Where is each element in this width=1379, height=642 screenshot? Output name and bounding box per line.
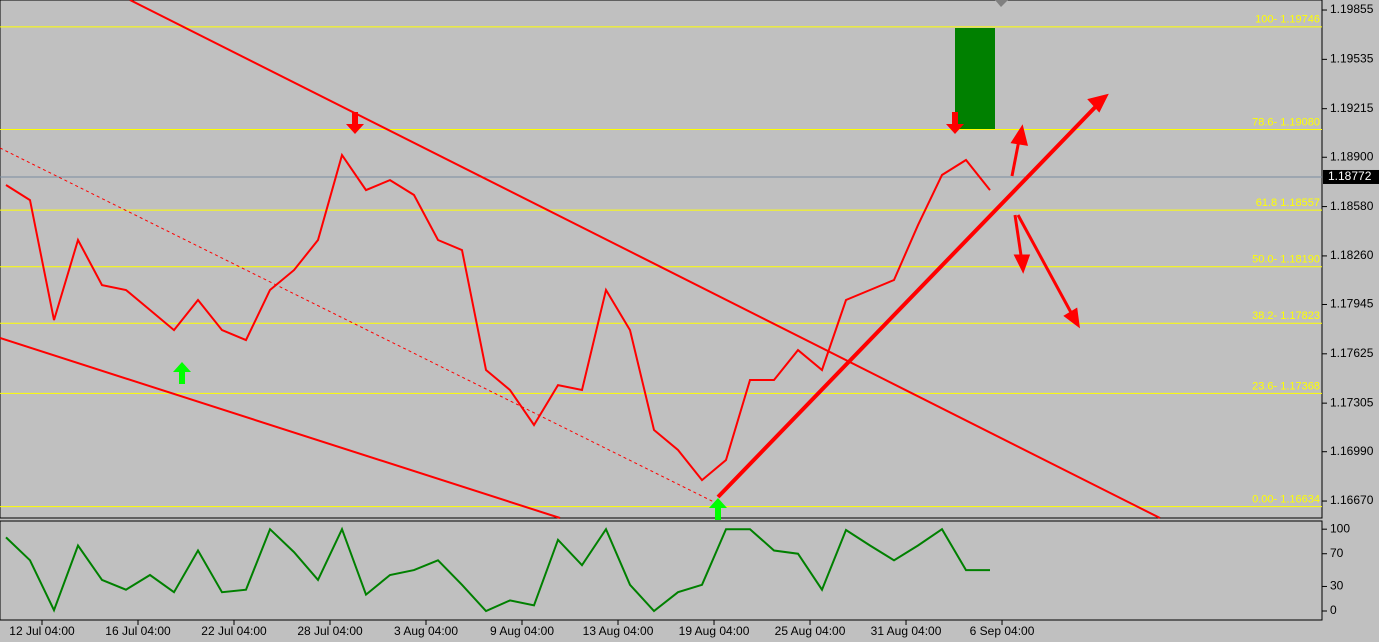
x-tick-label: 12 Jul 04:00 bbox=[9, 624, 75, 638]
channel-lower bbox=[0, 337, 561, 519]
y-tick-label: 1.17945 bbox=[1330, 297, 1374, 311]
main-panel bbox=[0, 0, 1323, 519]
fib-label: 61.8 1.18557 bbox=[1256, 197, 1320, 209]
y-tick-label: 30 bbox=[1330, 579, 1344, 593]
signal-arrows bbox=[173, 112, 964, 520]
y-tick-label: 1.18900 bbox=[1330, 149, 1374, 163]
current-price-box bbox=[1323, 169, 1379, 184]
y-tick-label: 1.17305 bbox=[1330, 395, 1374, 409]
fib-label: 100- 1.19746 bbox=[1255, 14, 1320, 26]
fib-label: 0.00- 1.16634 bbox=[1252, 493, 1320, 505]
series-line bbox=[5, 526, 990, 613]
fib-label: 38.2- 1.17823 bbox=[1252, 310, 1320, 322]
y-tick-label: 0 bbox=[1330, 603, 1337, 617]
channel-mid bbox=[0, 147, 721, 506]
x-tick-label: 16 Jul 04:00 bbox=[105, 624, 171, 638]
x-tick-label: 25 Aug 04:00 bbox=[775, 624, 846, 638]
x-tick-label: 31 Aug 04:00 bbox=[871, 624, 942, 638]
x-tick-label: 9 Aug 04:00 bbox=[490, 624, 554, 638]
current-price-label: 1.18772 bbox=[1328, 169, 1372, 183]
y-tick-label: 1.16670 bbox=[1330, 493, 1374, 507]
x-tick-label: 28 Jul 04:00 bbox=[297, 624, 363, 638]
x-tick-label: 3 Aug 04:00 bbox=[394, 624, 458, 638]
y-tick-label: 1.19855 bbox=[1330, 2, 1374, 16]
marker bbox=[995, 0, 1008, 7]
fib-label: 50.0- 1.18190 bbox=[1252, 254, 1320, 266]
projection-arrows bbox=[1010, 93, 1109, 329]
y-tick-label: 1.18580 bbox=[1330, 199, 1374, 213]
y-tick-label: 1.19535 bbox=[1330, 52, 1374, 66]
oscillator-panel bbox=[0, 520, 1323, 621]
y-tick-label: 100 bbox=[1330, 521, 1350, 535]
y-tick-label: 1.18260 bbox=[1330, 248, 1374, 262]
series-line bbox=[5, 152, 991, 482]
x-tick-label: 19 Aug 04:00 bbox=[679, 624, 750, 638]
trend-line bbox=[716, 95, 1107, 499]
y-tick-label: 1.19215 bbox=[1330, 101, 1374, 115]
x-tick-label: 6 Sep 04:00 bbox=[970, 624, 1035, 638]
fib-label: 23.6- 1.17368 bbox=[1252, 380, 1320, 392]
x-tick-label: 22 Jul 04:00 bbox=[201, 624, 267, 638]
x-tick-label: 13 Aug 04:00 bbox=[583, 624, 654, 638]
y-tick-label: 1.17625 bbox=[1330, 346, 1374, 360]
y-tick-label: 70 bbox=[1330, 546, 1344, 560]
channel-upper bbox=[129, 0, 1161, 519]
target-box bbox=[955, 28, 995, 129]
fib-label: 78.6- 1.19080 bbox=[1252, 116, 1320, 128]
y-tick-label: 1.16990 bbox=[1330, 444, 1374, 458]
